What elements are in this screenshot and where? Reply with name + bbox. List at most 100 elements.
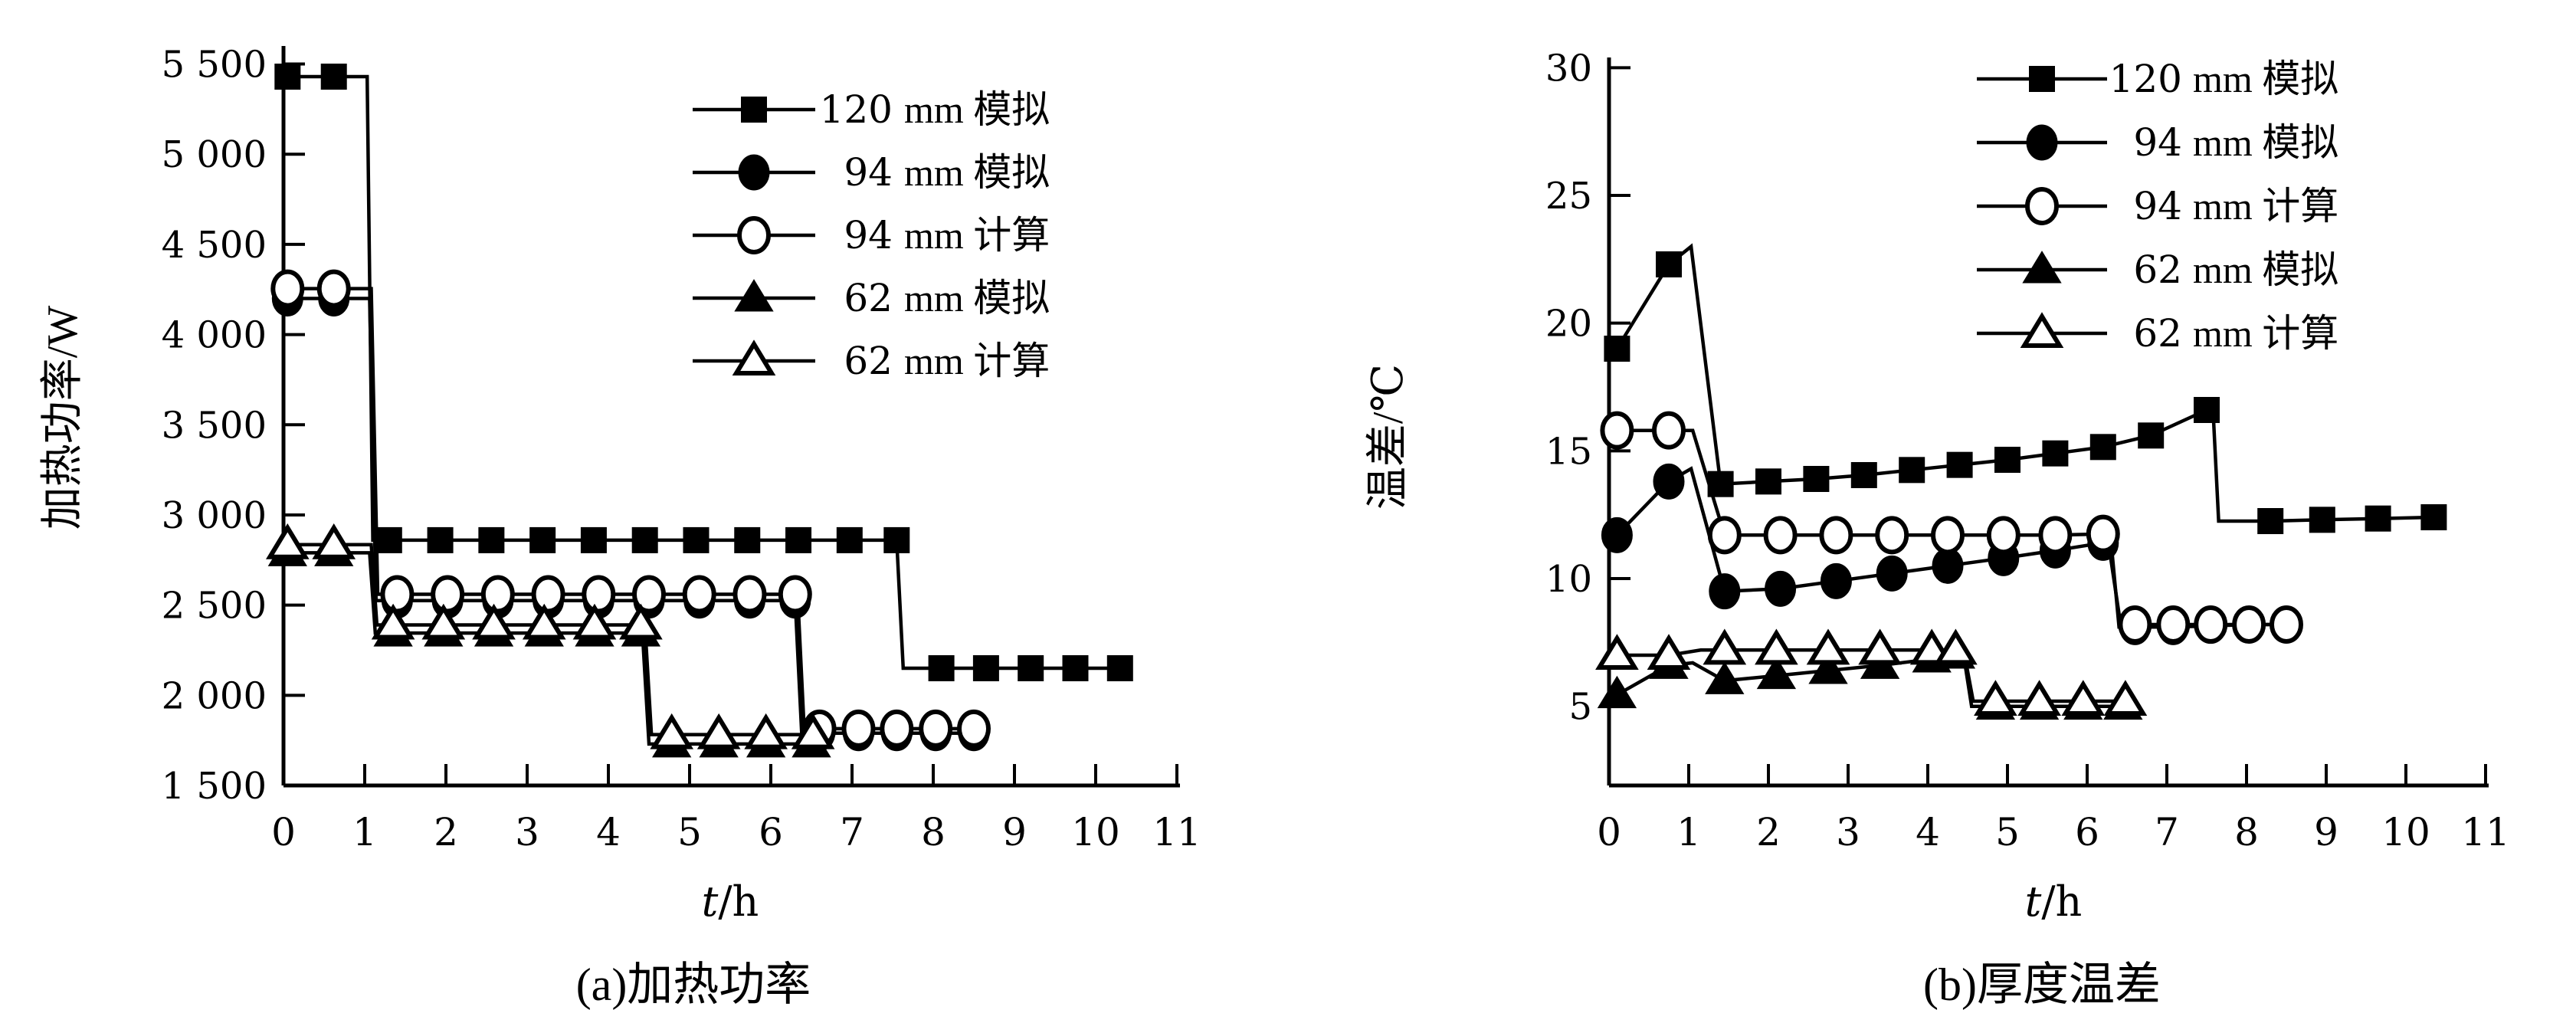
chart-a-caption: (a)加热功率 [576, 959, 811, 1010]
legend-square-filled-icon [2029, 66, 2055, 92]
chart-a-y-tick-label: 2 000 [162, 674, 267, 717]
circle-open-marker [2086, 514, 2120, 553]
chart-a-x-ticks: 0 1 2 3 4 5 6 7 8 9 10 11 [271, 764, 1201, 854]
circle-filled-marker [1653, 463, 1685, 500]
chart-a-x-tick-label: 3 [515, 810, 539, 854]
square-filled-marker [1656, 251, 1682, 277]
circle-open-marker [919, 709, 953, 748]
chart-a-y-tick-label: 3 500 [162, 404, 267, 447]
chart-a-x-tick-label: 1 [352, 810, 377, 854]
chart-a-y-tick-label: 5 000 [162, 133, 267, 176]
chart-b-x-axis-title: t/h [2025, 877, 2083, 926]
triangle-open-marker [1595, 634, 1639, 670]
triangle-open-marker [2103, 680, 2148, 716]
triangle-open-marker [2017, 680, 2061, 716]
triangle-open-marker [1974, 680, 2017, 716]
square-filled-marker [1946, 451, 1973, 478]
circle-open-marker [957, 709, 991, 748]
legend-label: mm 计算 [904, 339, 1050, 382]
triangle-open-marker [2061, 680, 2106, 716]
legend-value: 94 [844, 150, 893, 195]
chart-a-x-tick-label: 11 [1152, 810, 1201, 854]
chart-b-markers-94mm-calculated [1600, 411, 2303, 644]
triangle-open-marker [472, 603, 516, 640]
triangle-open-marker [522, 603, 566, 640]
circle-open-marker [2194, 605, 2228, 644]
chart-a-legend-item-94mm-simulated: 94 mm 模拟 [693, 150, 1050, 195]
chart-a-y-tick-label: 5 500 [162, 44, 267, 87]
chart-b-x-tick-label: 7 [2155, 810, 2179, 854]
circle-open-marker [316, 269, 351, 308]
legend-circle-open-icon [737, 216, 771, 254]
circle-open-marker [380, 575, 415, 614]
triangle-open-marker [791, 713, 835, 749]
chart-a-x-tick-label: 8 [921, 810, 946, 854]
chart-b-x-tick-label: 3 [1836, 810, 1860, 854]
legend-value: 120 [820, 87, 893, 132]
chart-b-x-tick-label: 2 [1756, 810, 1781, 854]
triangle-open-marker [1703, 628, 1747, 665]
square-filled-marker [2309, 507, 2335, 533]
circle-filled-marker [1765, 570, 1797, 607]
chart-b-x-tick-label: 1 [1676, 810, 1701, 854]
circle-open-marker [841, 709, 876, 748]
square-filled-marker [972, 655, 999, 682]
square-filled-marker [1062, 655, 1089, 682]
chart-b-legend-item-62mm-calculated: 62 mm 计算 [1977, 311, 2338, 356]
circle-open-marker [682, 575, 716, 614]
chart-a-series-62mm-calculated [265, 523, 835, 749]
chart-b-caption: (b)厚度温差 [1923, 959, 2161, 1010]
legend-square-filled-icon [741, 97, 767, 123]
chart-a-legend-item-62mm-simulated: 62 mm 模拟 [693, 276, 1050, 320]
triangle-open-marker [1858, 628, 1902, 665]
circle-filled-marker [1709, 573, 1741, 610]
chart-a-series-120mm-simulated [274, 64, 1133, 682]
square-filled-marker [2089, 434, 2116, 461]
circle-filled-marker [1820, 562, 1852, 599]
chart-b-series-62mm-calculated [1595, 628, 2148, 716]
square-filled-marker [928, 655, 955, 682]
square-filled-marker [1899, 457, 1925, 484]
chart-a-y-tick-label: 4 000 [162, 314, 267, 357]
legend-value: 62 [844, 276, 893, 320]
square-filled-marker [734, 526, 761, 553]
chart-a-legend-item-120mm-simulated: 120 mm 模拟 [693, 87, 1050, 132]
legend-label: mm 计算 [904, 214, 1050, 257]
legend-label: mm 模拟 [2193, 248, 2338, 291]
circle-open-marker [732, 575, 767, 614]
triangle-open-marker [1755, 628, 1798, 665]
circle-open-marker [531, 575, 565, 614]
legend-value: 62 [2133, 248, 2182, 292]
circle-open-marker [1819, 516, 1853, 555]
square-filled-marker [478, 526, 505, 553]
circle-open-marker [1931, 516, 1965, 555]
square-filled-marker [836, 526, 863, 553]
square-filled-marker [1106, 655, 1133, 682]
chart-b-axes: 0 1 2 3 4 5 6 7 8 9 10 11 5 10 15 20 25 30 [1545, 47, 2510, 854]
legend-triangle-filled-icon [734, 279, 774, 312]
chart-b-x-tick-label: 9 [2314, 810, 2338, 854]
square-filled-marker [2365, 505, 2391, 532]
square-filled-marker [2194, 397, 2220, 423]
chart-a-y-ticks: 1 500 2 000 2 500 3 000 3 500 4 000 4 500 5 000… [162, 44, 305, 808]
chart-b-legend: 120 mm 模拟 94 mm 模拟 94 mm 计算 62 mm 模拟 62 mm 计算 [1977, 57, 2338, 356]
chart-a-y-tick-label: 3 000 [162, 494, 267, 537]
legend-label: mm 模拟 [904, 277, 1050, 320]
legend-circle-filled-icon [738, 154, 770, 191]
chart-b-legend-item-94mm-simulated: 94 mm 模拟 [1977, 120, 2338, 165]
square-filled-marker [427, 526, 454, 553]
triangle-open-marker [572, 603, 617, 640]
triangle-open-marker [1806, 628, 1850, 665]
circle-open-marker [1707, 516, 1742, 555]
legend-circle-filled-icon [2026, 124, 2058, 161]
triangle-filled-marker [1597, 675, 1637, 709]
chart-a-legend-item-94mm-calculated: 94 mm 计算 [693, 213, 1050, 257]
circle-open-marker [1652, 411, 1686, 450]
chart-b-x-tick-label: 10 [2381, 810, 2430, 854]
square-filled-marker [1803, 466, 1830, 492]
chart-b-x-tick-label: 11 [2461, 810, 2510, 854]
legend-triangle-filled-icon [2022, 251, 2062, 284]
chart-b-y-tick-label: 25 [1545, 175, 1592, 218]
chart-b-legend-item-62mm-simulated: 62 mm 模拟 [1977, 248, 2338, 292]
